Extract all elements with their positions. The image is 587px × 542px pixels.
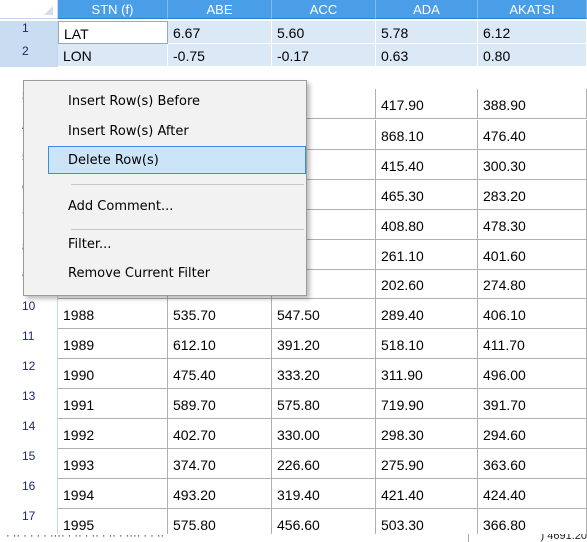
table-row[interactable]: 16 1994 493.20 319.40 421.40 424.40 [0,479,587,509]
table-cell[interactable]: -0.17 [272,44,376,67]
table-cell[interactable]: 406.10 [478,299,587,329]
table-cell[interactable]: 421.40 [376,479,478,509]
table-cell[interactable]: 535.70 [168,299,272,329]
status-bar: · ·· · · · · ···· · ·· · ·· · ·· · ···· … [0,534,587,542]
table-cell[interactable]: 612.10 [168,329,272,359]
menu-item-delete-rows[interactable]: Delete Row(s) [68,153,159,168]
table-cell[interactable]: 289.40 [376,299,478,329]
table-cell[interactable]: 300.30 [478,150,587,180]
row-number[interactable]: 13 [0,389,58,419]
table-cell[interactable]: LON [58,44,168,67]
table-cell[interactable]: 476.40 [478,120,587,150]
menu-item-insert-rows-after[interactable]: Insert Row(s) After [68,124,189,139]
table-cell[interactable]: 388.90 [478,89,587,119]
menu-separator [71,229,304,230]
table-cell[interactable]: 496.00 [478,359,587,389]
row-number[interactable]: 15 [0,449,58,479]
table-cell[interactable]: 391.20 [272,329,376,359]
menu-item-insert-rows-before[interactable]: Insert Row(s) Before [68,94,201,109]
table-cell[interactable]: 5.60 [272,21,376,44]
table-cell[interactable]: 1994 [58,479,168,509]
table-cell[interactable]: 6.67 [168,21,272,44]
table-cell[interactable]: 275.90 [376,449,478,479]
column-header-row: STN (f) ABE ACC ADA AKATSI [0,0,587,20]
table-row[interactable]: 12 1990 475.40 333.20 311.90 496.00 [0,359,587,389]
table-cell[interactable]: 589.70 [168,389,272,419]
table-cell[interactable]: 493.20 [168,479,272,509]
row-number[interactable]: 12 [0,359,58,389]
table-cell[interactable]: 575.80 [272,389,376,419]
column-header-abe[interactable]: ABE [168,0,272,19]
table-row[interactable]: 14 1992 402.70 330.00 298.30 294.60 [0,419,587,449]
table-row[interactable]: 1 LAT 6.67 5.60 5.78 6.12 [0,21,587,44]
table-row[interactable]: 2 LON -0.75 -0.17 0.63 0.80 [0,44,587,67]
table-cell[interactable]: 261.10 [376,240,478,270]
table-cell[interactable]: 424.40 [478,479,587,509]
table-cell[interactable]: 391.70 [478,389,587,419]
select-all-triangle-icon [44,6,53,15]
row-number[interactable]: 16 [0,479,58,509]
table-cell[interactable]: LAT [58,21,168,44]
table-cell[interactable]: 0.63 [376,44,478,67]
table-cell[interactable]: 408.80 [376,210,478,240]
table-row[interactable]: 11 1989 612.10 391.20 518.10 411.70 [0,329,587,359]
row-number[interactable]: 11 [0,329,58,359]
menu-item-add-comment[interactable]: Add Comment... [68,199,174,214]
table-cell[interactable]: 319.40 [272,479,376,509]
column-header-akatsi[interactable]: AKATSI [478,0,587,19]
table-cell[interactable]: 311.90 [376,359,478,389]
table-cell[interactable]: 283.20 [478,180,587,210]
row-number[interactable]: 10 [0,299,58,329]
table-cell[interactable]: 402.70 [168,419,272,449]
table-cell[interactable]: 202.60 [376,270,478,299]
menu-item-remove-current-filter[interactable]: Remove Current Filter [68,266,211,281]
table-cell[interactable]: 465.30 [376,180,478,210]
context-menu: Insert Row(s) Before Insert Row(s) After… [23,80,307,296]
row-number[interactable]: 1 [0,21,58,44]
table-row[interactable]: 10 1988 535.70 547.50 289.40 406.10 [0,299,587,329]
menu-separator [71,184,304,185]
column-header-ada[interactable]: ADA [376,0,478,19]
status-text: · ·· · · · · ···· · ·· · ·· · ·· · ···· … [6,534,165,542]
table-cell[interactable]: 1990 [58,359,168,389]
table-cell[interactable]: 411.70 [478,329,587,359]
select-all-corner[interactable] [0,0,58,19]
status-summary-panel: ) 4691.20 [468,534,587,542]
row-number[interactable]: 14 [0,419,58,449]
table-cell[interactable]: 374.70 [168,449,272,479]
table-cell[interactable]: 294.60 [478,419,587,449]
table-cell[interactable]: 1988 [58,299,168,329]
table-cell[interactable]: 415.40 [376,150,478,180]
table-cell[interactable]: 478.30 [478,210,587,240]
table-cell[interactable]: 518.10 [376,329,478,359]
menu-item-filter[interactable]: Filter... [68,237,112,252]
table-cell[interactable]: 1992 [58,419,168,449]
table-cell[interactable]: 226.60 [272,449,376,479]
table-cell[interactable]: 1993 [58,449,168,479]
column-header-acc[interactable]: ACC [272,0,376,19]
table-cell[interactable]: 475.40 [168,359,272,389]
column-header-stn[interactable]: STN (f) [58,0,168,19]
table-cell[interactable]: 719.90 [376,389,478,419]
row-number[interactable]: 2 [0,44,58,67]
table-cell[interactable]: -0.75 [168,44,272,67]
menu-highlight [48,146,306,174]
table-cell[interactable]: 330.00 [272,419,376,449]
status-summary-value: ) 4691.20 [540,534,587,542]
table-cell[interactable]: 333.20 [272,359,376,389]
table-cell[interactable]: 401.60 [478,240,587,270]
table-cell[interactable]: 298.30 [376,419,478,449]
table-cell[interactable]: 1989 [58,329,168,359]
table-cell[interactable]: 6.12 [478,21,587,44]
table-row[interactable]: 15 1993 374.70 226.60 275.90 363.60 [0,449,587,479]
table-cell[interactable]: 363.60 [478,449,587,479]
table-cell[interactable]: 547.50 [272,299,376,329]
table-cell[interactable]: 0.80 [478,44,587,67]
table-row[interactable]: 13 1991 589.70 575.80 719.90 391.70 [0,389,587,419]
table-cell[interactable]: 1991 [58,389,168,419]
table-cell[interactable]: 417.90 [376,89,478,119]
table-cell[interactable]: 5.78 [376,21,478,44]
table-cell[interactable]: 274.80 [478,270,587,299]
table-cell[interactable]: 868.10 [376,120,478,150]
